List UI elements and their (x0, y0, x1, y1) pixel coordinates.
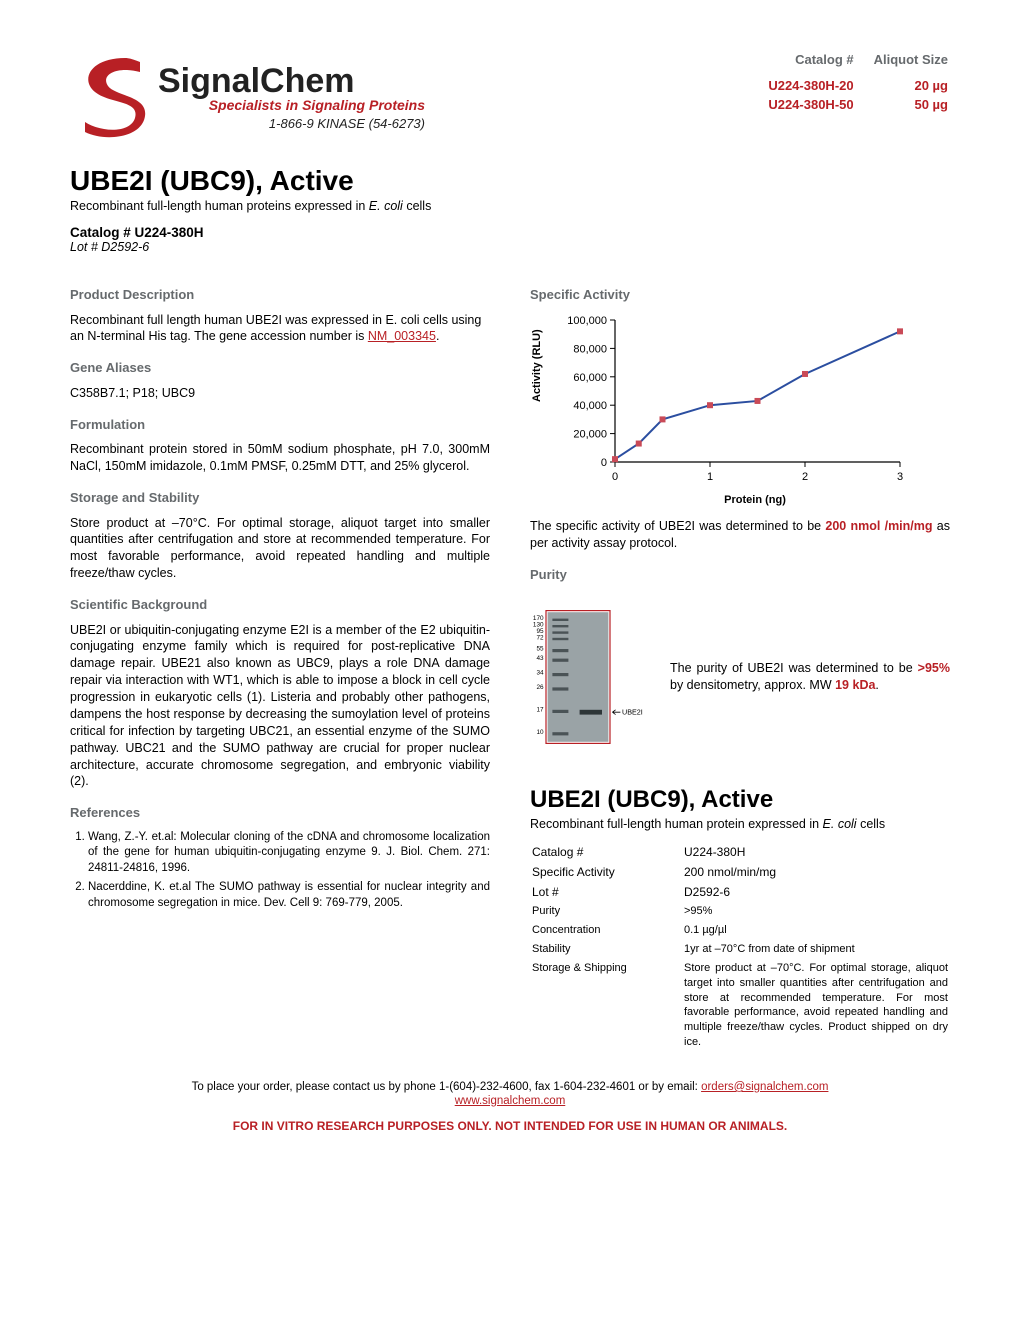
svg-text:1-866-9 KINASE (54-6273): 1-866-9 KINASE (54-6273) (269, 116, 425, 131)
chart-xlabel: Protein (ng) (560, 493, 950, 508)
svg-text:2: 2 (802, 471, 808, 483)
footer-website-link[interactable]: www.signalchem.com (455, 1095, 566, 1107)
spec-value: 0.1 µg/µl (684, 922, 948, 939)
spec-label: Concentration (532, 922, 682, 939)
spec-label: Catalog # (532, 843, 682, 861)
spec-table: Catalog #U224-380HSpecific Activity200 n… (530, 841, 950, 1053)
disclaimer: FOR IN VITRO RESEARCH PURPOSES ONLY. NOT… (70, 1119, 950, 1133)
spec-label: Storage & Shipping (532, 960, 682, 1051)
spec-value: U224-380H (684, 843, 948, 861)
svg-text:10: 10 (536, 728, 544, 735)
right-subtitle: Recombinant full-length human protein ex… (530, 816, 950, 833)
svg-text:34: 34 (536, 669, 544, 676)
spec-value: Store product at –70°C. For optimal stor… (684, 960, 948, 1051)
spec-value: D2592-6 (684, 883, 948, 901)
left-column: Product Description Recombinant full len… (70, 272, 490, 1053)
catalog-table: Catalog # Aliquot Size U224-380H-20 20 µ… (748, 50, 950, 115)
product-description-heading: Product Description (70, 286, 490, 304)
purity-row: 1701309572554334261710UBE2I The purity o… (530, 592, 950, 762)
storage-heading: Storage and Stability (70, 489, 490, 507)
svg-text:80,000: 80,000 (573, 343, 607, 355)
svg-text:3: 3 (897, 471, 903, 483)
svg-text:UBE2I: UBE2I (622, 707, 643, 716)
specific-activity-heading: Specific Activity (530, 286, 950, 304)
svg-text:0: 0 (612, 471, 618, 483)
svg-text:Specialists in Signaling Prote: Specialists in Signaling Proteins (209, 97, 425, 113)
activity-value: 200 nmol /min/mg (825, 519, 932, 533)
svg-text:0: 0 (601, 457, 607, 469)
spec-value: 1yr at –70°C from date of shipment (684, 941, 948, 958)
svg-text:20,000: 20,000 (573, 428, 607, 440)
svg-text:72: 72 (536, 634, 544, 641)
svg-text:100,000: 100,000 (567, 315, 607, 327)
catalog-size-1: 50 µg (856, 96, 948, 113)
footer-email-link[interactable]: orders@signalchem.com (701, 1081, 828, 1093)
spec-label: Purity (532, 903, 682, 920)
gel-image: 1701309572554334261710UBE2I (530, 592, 650, 762)
header: SignalChemSpecialists in Signaling Prote… (70, 50, 950, 145)
catalog-header-size: Aliquot Size (856, 52, 948, 75)
right-title: UBE2I (UBC9), Active (530, 784, 950, 816)
accession-link[interactable]: NM_003345 (368, 329, 436, 343)
footer: To place your order, please contact us b… (70, 1081, 950, 1107)
storage: Store product at –70°C. For optimal stor… (70, 515, 490, 583)
formulation: Recombinant protein stored in 50mM sodiu… (70, 441, 490, 475)
footer-contact: To place your order, please contact us b… (70, 1081, 950, 1093)
right-column: Specific Activity Activity (RLU) 0 20,000… (530, 272, 950, 1053)
spec-value: 200 nmol/min/mg (684, 863, 948, 881)
footer-url: www.signalchem.com (70, 1095, 950, 1107)
purity-heading: Purity (530, 566, 950, 584)
signalchem-logo: SignalChemSpecialists in Signaling Prote… (70, 50, 430, 140)
scientific-background: UBE2I or ubiquitin-conjugating enzyme E2… (70, 622, 490, 791)
subtitle: Recombinant full-length human proteins e… (70, 199, 950, 213)
chart-ylabel: Activity (RLU) (530, 329, 545, 402)
two-column-layout: Product Description Recombinant full len… (70, 272, 950, 1053)
gene-aliases-heading: Gene Aliases (70, 359, 490, 377)
spec-label: Stability (532, 941, 682, 958)
catalog-line: Catalog # U224-380H (70, 225, 950, 240)
svg-text:1: 1 (707, 471, 713, 483)
reference-2: Nacerddine, K. et.al The SUMO pathway is… (88, 880, 490, 911)
scientific-background-heading: Scientific Background (70, 596, 490, 614)
svg-text:40,000: 40,000 (573, 400, 607, 412)
purity-text: The purity of UBE2I was determined to be… (670, 660, 950, 694)
spec-label: Lot # (532, 883, 682, 901)
spec-value: >95% (684, 903, 948, 920)
reference-1: Wang, Z.-Y. et.al: Molecular cloning of … (88, 830, 490, 877)
catalog-size-0: 20 µg (856, 77, 948, 94)
catalog-num-0: U224-380H-20 (750, 77, 853, 94)
catalog-header-num: Catalog # (750, 52, 853, 75)
svg-text:60,000: 60,000 (573, 371, 607, 383)
svg-text:26: 26 (536, 684, 544, 691)
svg-text:SignalChem: SignalChem (158, 62, 354, 100)
gene-aliases: C358B7.1; P18; UBC9 (70, 385, 490, 402)
chart-svg: 0 20,000 40,000 60,000 80,000 100,000 0 1 2 3 (550, 312, 910, 487)
purity-mw: 19 kDa (835, 678, 875, 692)
references-list: Wang, Z.-Y. et.al: Molecular cloning of … (70, 830, 490, 912)
formulation-heading: Formulation (70, 416, 490, 434)
lot-line: Lot # D2592-6 (70, 240, 950, 254)
catalog-num-1: U224-380H-50 (750, 96, 853, 113)
purity-value: >95% (918, 661, 950, 675)
logo: SignalChemSpecialists in Signaling Prote… (70, 50, 450, 145)
page-title: UBE2I (UBC9), Active (70, 165, 950, 197)
activity-text: The specific activity of UBE2I was deter… (530, 518, 950, 552)
activity-chart: Activity (RLU) 0 20,000 40,000 60,000 80,000… (530, 312, 950, 509)
svg-text:17: 17 (536, 706, 544, 713)
svg-text:43: 43 (536, 655, 544, 662)
references-heading: References (70, 804, 490, 822)
product-description: Recombinant full length human UBE2I was … (70, 312, 490, 346)
spec-label: Specific Activity (532, 863, 682, 881)
svg-text:55: 55 (536, 645, 544, 652)
